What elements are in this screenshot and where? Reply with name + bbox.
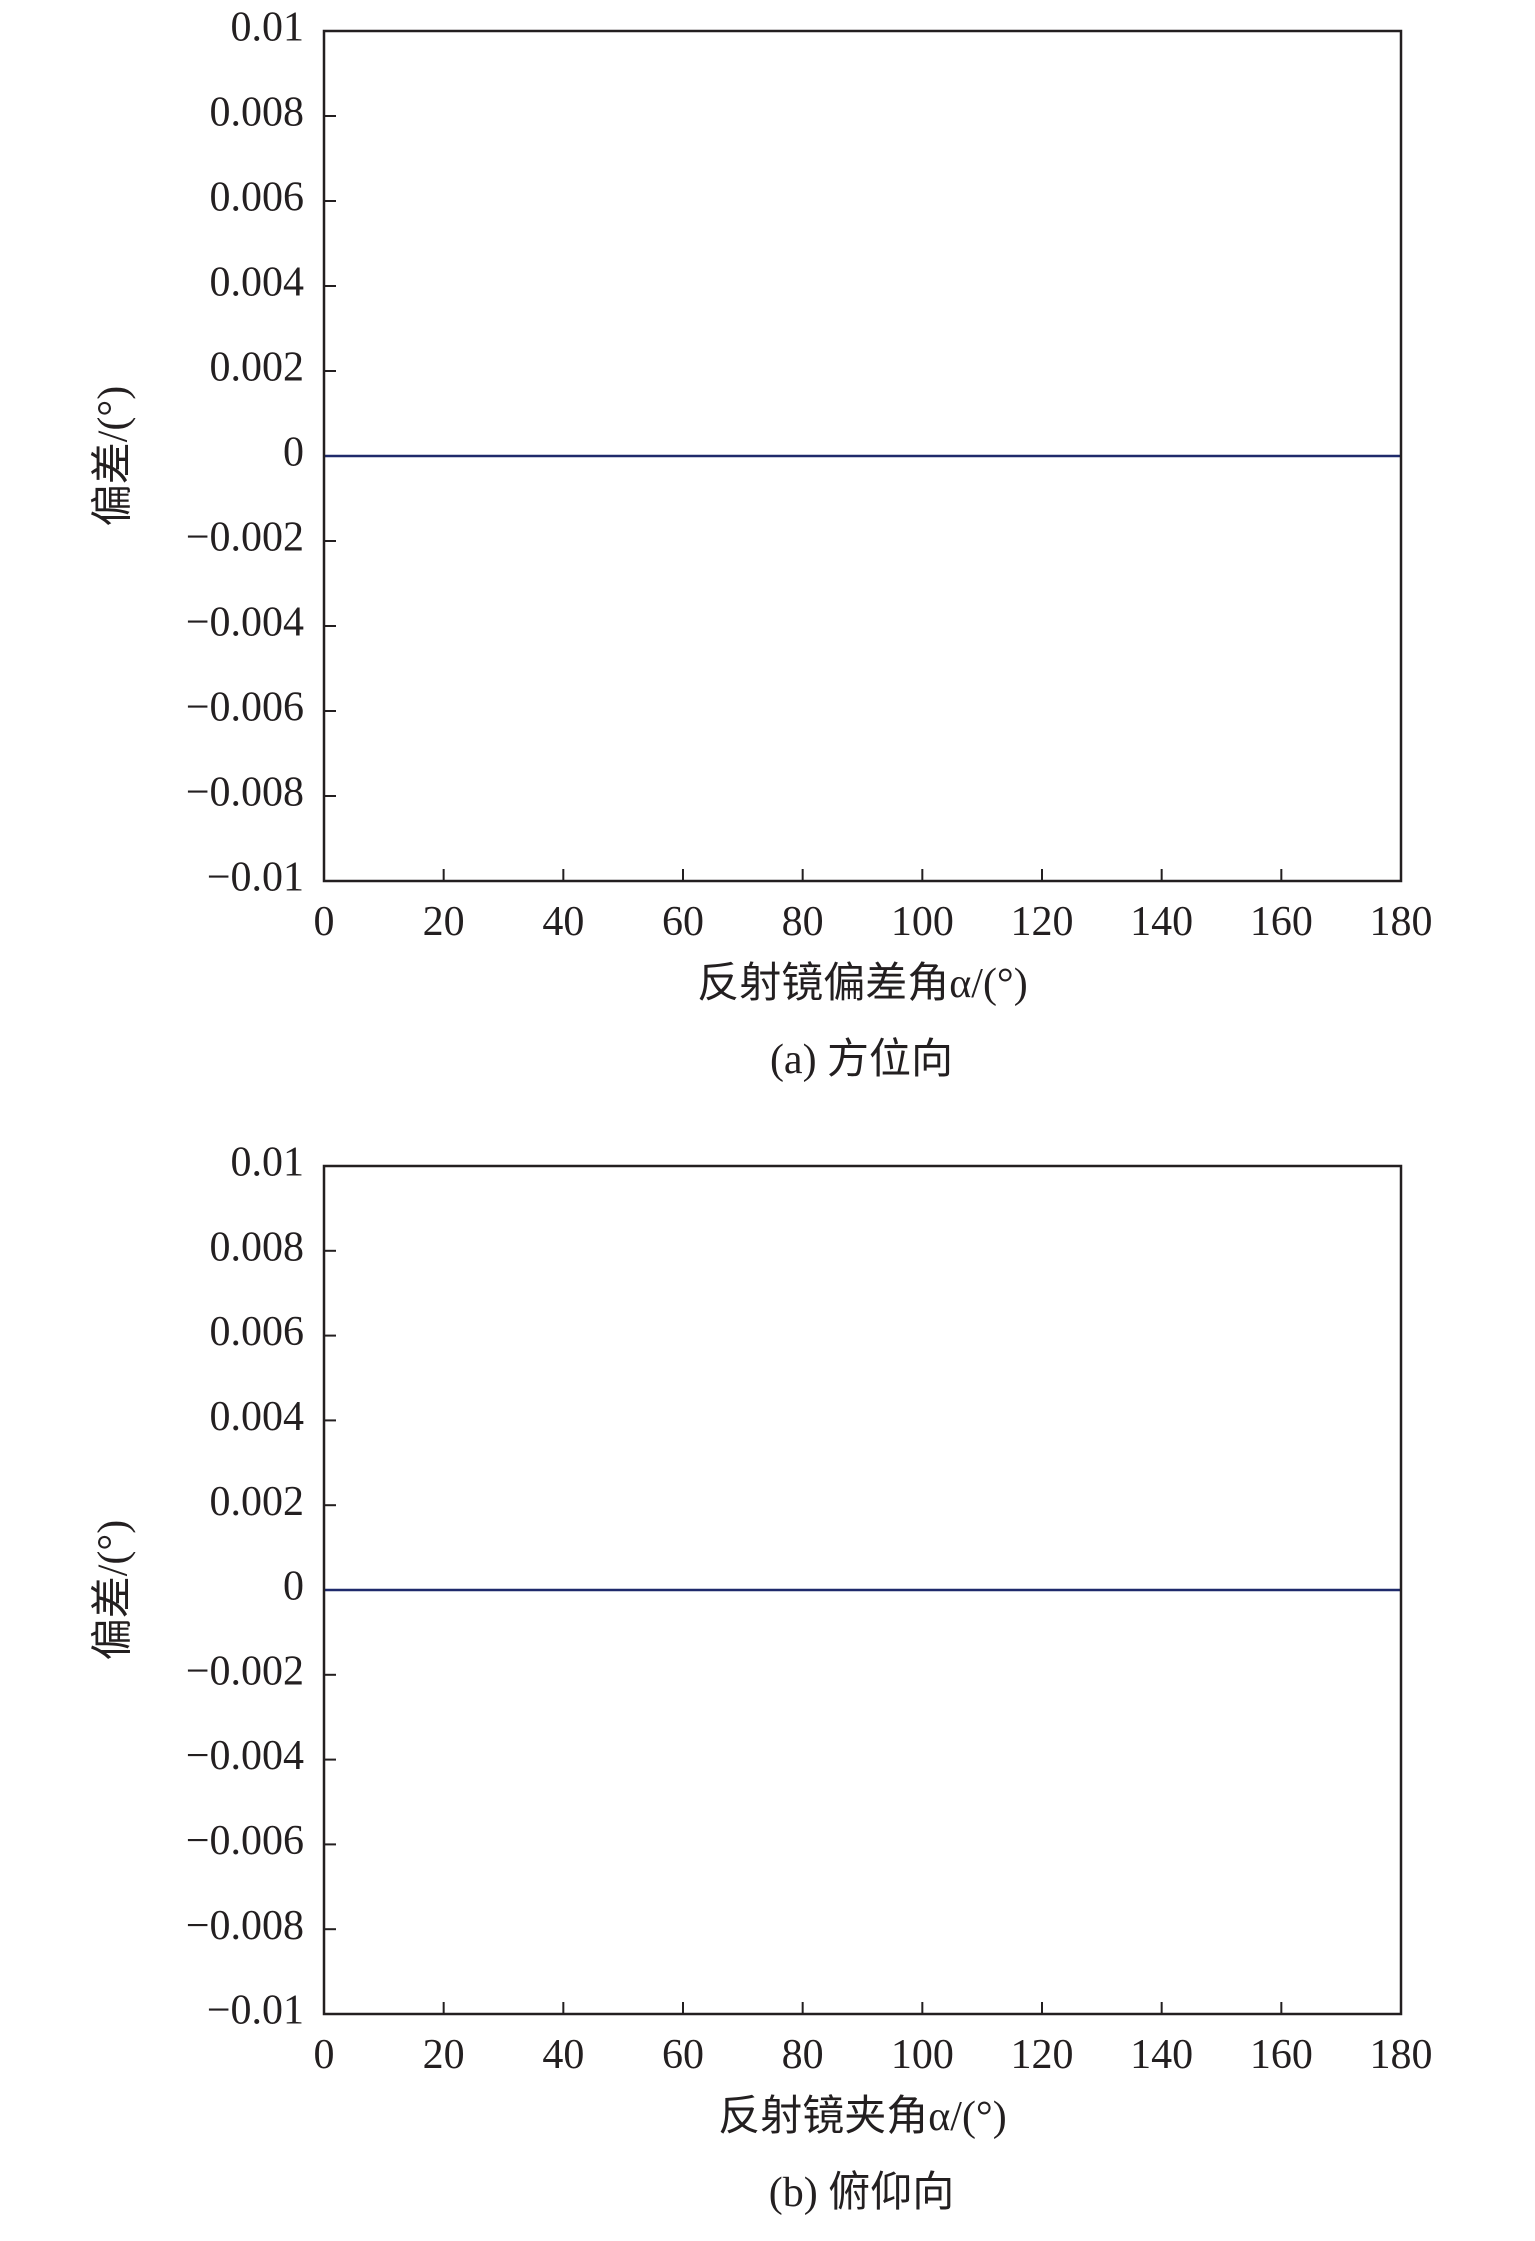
x-tick-label: 140 <box>1130 2032 1193 2078</box>
x-tick-label: 160 <box>1250 899 1313 945</box>
x-tick-label: 180 <box>1370 2032 1433 2078</box>
y-tick-label: −0.008 <box>186 1903 304 1949</box>
y-tick-label: −0.006 <box>186 1818 304 1864</box>
chart: −0.01 −0.008 −0.006 −0.004 −0.002 0 0.002 0.004… <box>91 1140 1433 2216</box>
x-tick-label: 120 <box>1011 2032 1074 2078</box>
x-tick-label: 0 <box>314 2032 335 2078</box>
x-tick-label: 80 <box>782 2032 824 2078</box>
y-axis-label: 偏差/(°) <box>91 386 137 526</box>
x-tick-label: 140 <box>1130 899 1193 945</box>
x-axis-label: 反射镜夹角α/(°) <box>718 2093 1006 2140</box>
x-tick-label: 20 <box>423 2032 465 2078</box>
x-tick-label: 180 <box>1370 899 1433 945</box>
y-axis-label: 偏差/(°) <box>91 1520 137 1660</box>
y-tick-label: −0.01 <box>207 1988 304 2034</box>
x-tick-label: 120 <box>1011 899 1074 945</box>
chart-caption: (b) 俯仰向 <box>769 2169 954 2216</box>
chart: −0.01 −0.008 −0.006 −0.004 −0.002 0 0.002 0.004… <box>91 5 1433 1083</box>
y-tick-label: −0.01 <box>207 855 304 901</box>
plot-frame <box>322 29 1403 883</box>
x-axis-label: 反射镜偏差角α/(°) <box>697 960 1027 1007</box>
y-tick-label: 0.01 <box>231 5 305 51</box>
y-tick-label: 0.002 <box>210 345 305 391</box>
x-tick-label: 100 <box>891 2032 954 2078</box>
y-tick-label: 0 <box>283 430 304 476</box>
y-tick-label: 0.01 <box>231 1140 305 1186</box>
y-tick-label: 0.002 <box>210 1479 305 1525</box>
x-tick-label: 60 <box>662 2032 704 2078</box>
y-tick-label: 0.004 <box>210 260 305 306</box>
y-tick-label: 0.006 <box>210 175 305 221</box>
y-tick-label: 0 <box>283 1564 304 1610</box>
x-tick-label: 40 <box>542 2032 584 2078</box>
plot-frame <box>322 1164 1403 2016</box>
x-tick-label: 60 <box>662 899 704 945</box>
y-tick-label: −0.002 <box>186 515 304 561</box>
y-tick-label: 0.008 <box>210 1224 305 1270</box>
y-tick-label: −0.008 <box>186 770 304 816</box>
x-tick-label: 100 <box>891 899 954 945</box>
y-tick-label: −0.006 <box>186 685 304 731</box>
y-tick-label: 0.004 <box>210 1394 305 1440</box>
y-tick-label: −0.004 <box>186 600 304 646</box>
x-tick-label: 0 <box>314 899 335 945</box>
x-tick-label: 40 <box>542 899 584 945</box>
x-tick-label: 20 <box>423 899 465 945</box>
x-tick-label: 160 <box>1250 2032 1313 2078</box>
y-tick-label: −0.004 <box>186 1733 304 1779</box>
y-tick-label: 0.006 <box>210 1309 305 1355</box>
chart-caption: (a) 方位向 <box>770 1036 953 1083</box>
y-tick-label: 0.008 <box>210 90 305 136</box>
y-tick-label: −0.002 <box>186 1648 304 1694</box>
x-tick-label: 80 <box>782 899 824 945</box>
